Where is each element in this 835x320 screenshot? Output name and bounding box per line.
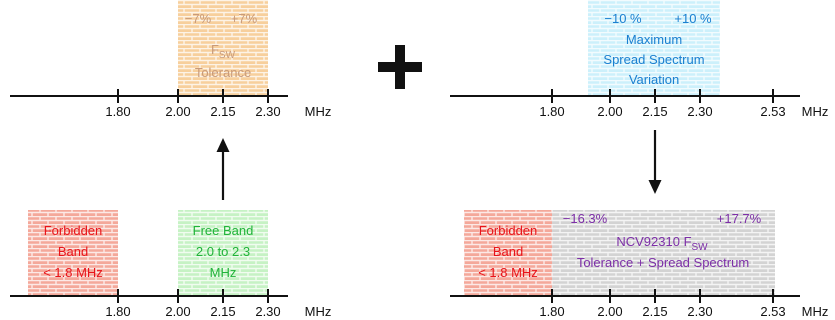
tick-label: 2.00: [165, 304, 190, 319]
tick-label: 2.00: [597, 104, 622, 119]
fsw-label: FSW: [211, 42, 236, 61]
tick-label: 2.00: [165, 104, 190, 119]
axis-unit: MHz: [305, 104, 332, 119]
combined-fsw-sub: SW: [692, 242, 709, 253]
tick-label: 2.00: [597, 304, 622, 319]
forbidden-line1: Forbidden: [44, 223, 103, 238]
arrow-up-icon: [216, 138, 230, 200]
bottom-left-panel: Forbidden Band < 1.8 MHz Free Band 2.0 t…: [10, 210, 331, 319]
spread-spectrum-label: Spread Spectrum: [603, 52, 704, 67]
fsw-label-main: F: [211, 42, 219, 57]
combined-tolerance-box: −16.3% +17.7% NCV92310 FSW Tolerance + S…: [552, 210, 775, 295]
spread-spectrum-box: −10 % +10 % Maximum Spread Spectrum Vari…: [588, 0, 720, 95]
fsw-label-sub: SW: [219, 50, 236, 61]
free-line2: 2.0 to 2.3: [196, 244, 250, 259]
tick-label: 1.80: [539, 304, 564, 319]
tick-label: 2.15: [642, 104, 667, 119]
plus-icon: [378, 45, 422, 89]
tick-label: 2.15: [642, 304, 667, 319]
fsw-minus-label: −7%: [185, 11, 212, 26]
tick-label: 2.30: [687, 304, 712, 319]
axis-unit: MHz: [802, 304, 829, 319]
tick-label: 2.30: [255, 304, 280, 319]
combined-tolerance-label: Tolerance + Spread Spectrum: [577, 255, 749, 270]
spread-minus-label: −10 %: [604, 11, 642, 26]
arrow-down-icon: [648, 130, 662, 194]
axis-unit: MHz: [802, 104, 829, 119]
top-right-panel: −10 % +10 % Maximum Spread Spectrum Vari…: [450, 0, 828, 119]
tick-label: 1.80: [105, 104, 130, 119]
forbidden-band-box: Forbidden Band < 1.8 MHz: [28, 210, 118, 295]
combined-plus-label: +17.7%: [717, 211, 762, 226]
spread-maximum-label: Maximum: [626, 32, 682, 47]
forbidden-line1: Forbidden: [479, 223, 538, 238]
combined-fsw-label: NCV92310 FSW: [616, 234, 708, 253]
free-line1: Free Band: [193, 223, 254, 238]
fsw-tolerance-label: Tolerance: [195, 65, 251, 80]
tick-label: 2.15: [210, 304, 235, 319]
tick-label: 2.53: [760, 304, 785, 319]
fsw-plus-label: +7%: [231, 11, 258, 26]
free-band-box: Free Band 2.0 to 2.3 MHz: [178, 210, 268, 295]
bottom-right-axis: 1.80 2.00 2.15 2.30 2.53 MHz: [450, 289, 828, 319]
spread-plus-label: +10 %: [674, 11, 712, 26]
tick-label: 2.15: [210, 104, 235, 119]
forbidden-line2: Band: [493, 244, 523, 259]
tick-label: 2.30: [687, 104, 712, 119]
spread-variation-label: Variation: [629, 72, 679, 87]
forbidden-line2: Band: [58, 244, 88, 259]
fsw-tolerance-box: −7% +7% FSW Tolerance: [178, 0, 268, 95]
top-right-axis: 1.80 2.00 2.15 2.30 2.53 MHz: [450, 89, 828, 119]
free-line3: MHz: [210, 265, 237, 280]
axis-unit: MHz: [305, 304, 332, 319]
tick-label: 2.53: [760, 104, 785, 119]
combined-fsw-main: NCV92310 F: [616, 234, 691, 249]
top-left-axis: 1.80 2.00 2.15 2.30 MHz: [10, 89, 331, 119]
combined-minus-label: −16.3%: [563, 211, 608, 226]
forbidden-band-box: Forbidden Band < 1.8 MHz: [464, 210, 552, 295]
top-left-panel: −7% +7% FSW Tolerance 1.80 2.00 2.15 2.3…: [10, 0, 331, 119]
forbidden-line3: < 1.8 MHz: [43, 265, 103, 280]
tick-label: 1.80: [105, 304, 130, 319]
bottom-right-panel: Forbidden Band < 1.8 MHz −16.3% +17.7% N…: [450, 210, 828, 319]
tick-label: 1.80: [539, 104, 564, 119]
forbidden-line3: < 1.8 MHz: [478, 265, 538, 280]
tick-label: 2.30: [255, 104, 280, 119]
bottom-left-axis: 1.80 2.00 2.15 2.30 MHz: [10, 289, 331, 319]
